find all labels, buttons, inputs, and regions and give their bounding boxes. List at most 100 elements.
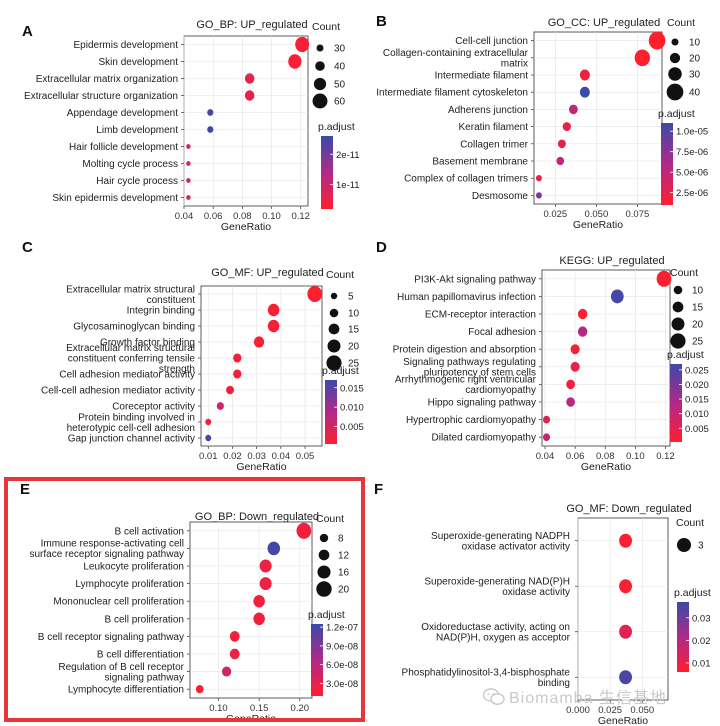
size-legend-dot — [317, 565, 331, 579]
data-point — [556, 156, 565, 166]
size-legend-label: 5 — [348, 292, 354, 303]
data-point — [233, 369, 242, 379]
term-label: Epidermis development — [74, 40, 179, 51]
data-point — [216, 402, 224, 410]
x-tick-label: 0.08 — [596, 451, 615, 462]
data-point — [205, 434, 212, 442]
term-label: Extracellular matrix structural constitue… — [66, 343, 195, 375]
color-legend-bar — [670, 364, 682, 442]
color-legend-bar — [325, 380, 337, 444]
data-point — [229, 631, 240, 642]
term-label: Protein digestion and absorption — [393, 345, 536, 356]
plot-area — [183, 35, 309, 207]
data-point — [619, 670, 633, 685]
size-legend-dot — [670, 333, 686, 349]
x-tick-label: 0.04 — [536, 451, 555, 462]
size-legend-title: Count — [670, 267, 698, 279]
data-point — [267, 319, 280, 333]
size-legend-label: 25 — [348, 359, 360, 370]
x-tick-label: 0.20 — [291, 703, 310, 714]
data-point — [259, 559, 272, 573]
size-legend-dot — [326, 355, 342, 371]
size-legend-label: 8 — [338, 534, 344, 545]
x-tick-label: 0.10 — [626, 451, 645, 462]
term-label: Complex of collagen trimers — [404, 174, 528, 185]
watermark-text: Biomamba 生信基地 — [509, 690, 667, 707]
color-legend-title: p.adjust — [318, 121, 355, 133]
term-label: Hair cycle process — [96, 176, 178, 187]
term-label: Human papillomavirus infection — [397, 292, 536, 303]
term-label: Leukocyte proliferation — [83, 562, 184, 573]
term-label: B cell proliferation — [105, 614, 184, 625]
data-point — [579, 86, 590, 98]
plot-area — [541, 269, 671, 447]
color-legend-label: 1.0e-05 — [676, 127, 708, 138]
data-point — [542, 433, 551, 442]
color-legend-label: 0.020 — [685, 380, 709, 391]
color-legend-label: 0.015 — [685, 395, 709, 406]
data-point — [557, 139, 566, 149]
color-legend-label: 6.0e-08 — [326, 660, 358, 671]
size-legend-dot — [315, 61, 325, 71]
size-legend-dot — [666, 83, 684, 101]
x-tick-label: 0.04 — [175, 211, 194, 222]
data-point — [207, 109, 214, 116]
term-label: Extracellular matrix structural constitue… — [66, 284, 195, 306]
color-legend-bar — [677, 602, 689, 672]
data-point — [579, 69, 590, 81]
data-point — [221, 666, 232, 677]
term-label: Adherens junction — [448, 105, 528, 116]
x-tick-label: 0.12 — [291, 211, 310, 222]
size-legend-dot — [672, 301, 684, 313]
color-legend-title: p.adjust — [674, 587, 711, 599]
data-point — [577, 326, 588, 337]
watermark: Biomamba 生信基地 — [483, 684, 667, 708]
size-legend-dot — [669, 52, 681, 64]
term-label: B cell receptor signaling pathway — [38, 632, 184, 643]
data-point — [535, 175, 542, 182]
data-point — [253, 612, 265, 626]
size-legend-label: 20 — [348, 342, 360, 353]
color-legend-title: p.adjust — [308, 609, 345, 621]
panel-e: E GO_BP: Down_regulated 0.10 0.15 0.20 GeneRa… — [20, 481, 358, 725]
panel-c: C GO_MF: UP_regulated 0.01 0.02 0.03 0.04 0.05… — [22, 239, 364, 473]
data-point — [244, 73, 255, 84]
color-legend-title: p.adjust — [667, 349, 704, 361]
size-legend-dot — [329, 308, 339, 318]
size-legend-dot — [671, 317, 685, 331]
term-label: Glycosaminoglycan binding — [73, 322, 195, 333]
term-label: Focal adhesion — [468, 327, 536, 338]
data-point — [207, 126, 214, 133]
data-point — [296, 522, 312, 539]
size-legend-title: Count — [667, 17, 695, 29]
x-tick-label: 0.06 — [566, 451, 585, 462]
data-point — [570, 361, 580, 372]
color-legend-label: 0.02 — [692, 636, 711, 647]
x-tick-label: 0.04 — [272, 451, 291, 462]
term-label: PI3K-Akt signaling pathway — [414, 274, 536, 285]
term-label: Phosphatidylinositol-3,4-bisphosphate bin… — [402, 668, 571, 690]
data-point — [535, 192, 542, 199]
data-point — [307, 286, 323, 302]
term-label: Desmosome — [472, 191, 529, 202]
color-legend-label: 0.025 — [685, 365, 709, 376]
x-tick-label: 0.075 — [625, 209, 649, 220]
size-legend-dot — [319, 533, 329, 543]
plot-area — [577, 517, 669, 701]
data-point — [186, 195, 191, 200]
data-point — [186, 178, 191, 183]
size-legend-dot — [673, 285, 683, 295]
term-label: Cell-cell adhesion mediator activity — [41, 386, 195, 397]
data-point — [577, 308, 588, 320]
panel-b: B GO_CC: UP_regulated 0.025 0.050 0.075GeneR… — [376, 13, 708, 231]
panel-tag: B — [376, 13, 387, 30]
term-label: Mononuclear cell proliferation — [53, 597, 184, 608]
term-label: Oxidoreductase activity, acting on NAD(P)… — [421, 622, 570, 644]
size-legend-label: 15 — [692, 303, 704, 314]
color-legend-bar — [661, 123, 673, 205]
term-label: Integrin binding — [127, 306, 195, 317]
color-legend-label: 1e-11 — [336, 180, 360, 191]
term-label: Immune response-activating cell surface r… — [29, 539, 184, 561]
size-legend-label: 30 — [334, 44, 346, 55]
color-legend-label: 9.0e-08 — [326, 641, 358, 652]
